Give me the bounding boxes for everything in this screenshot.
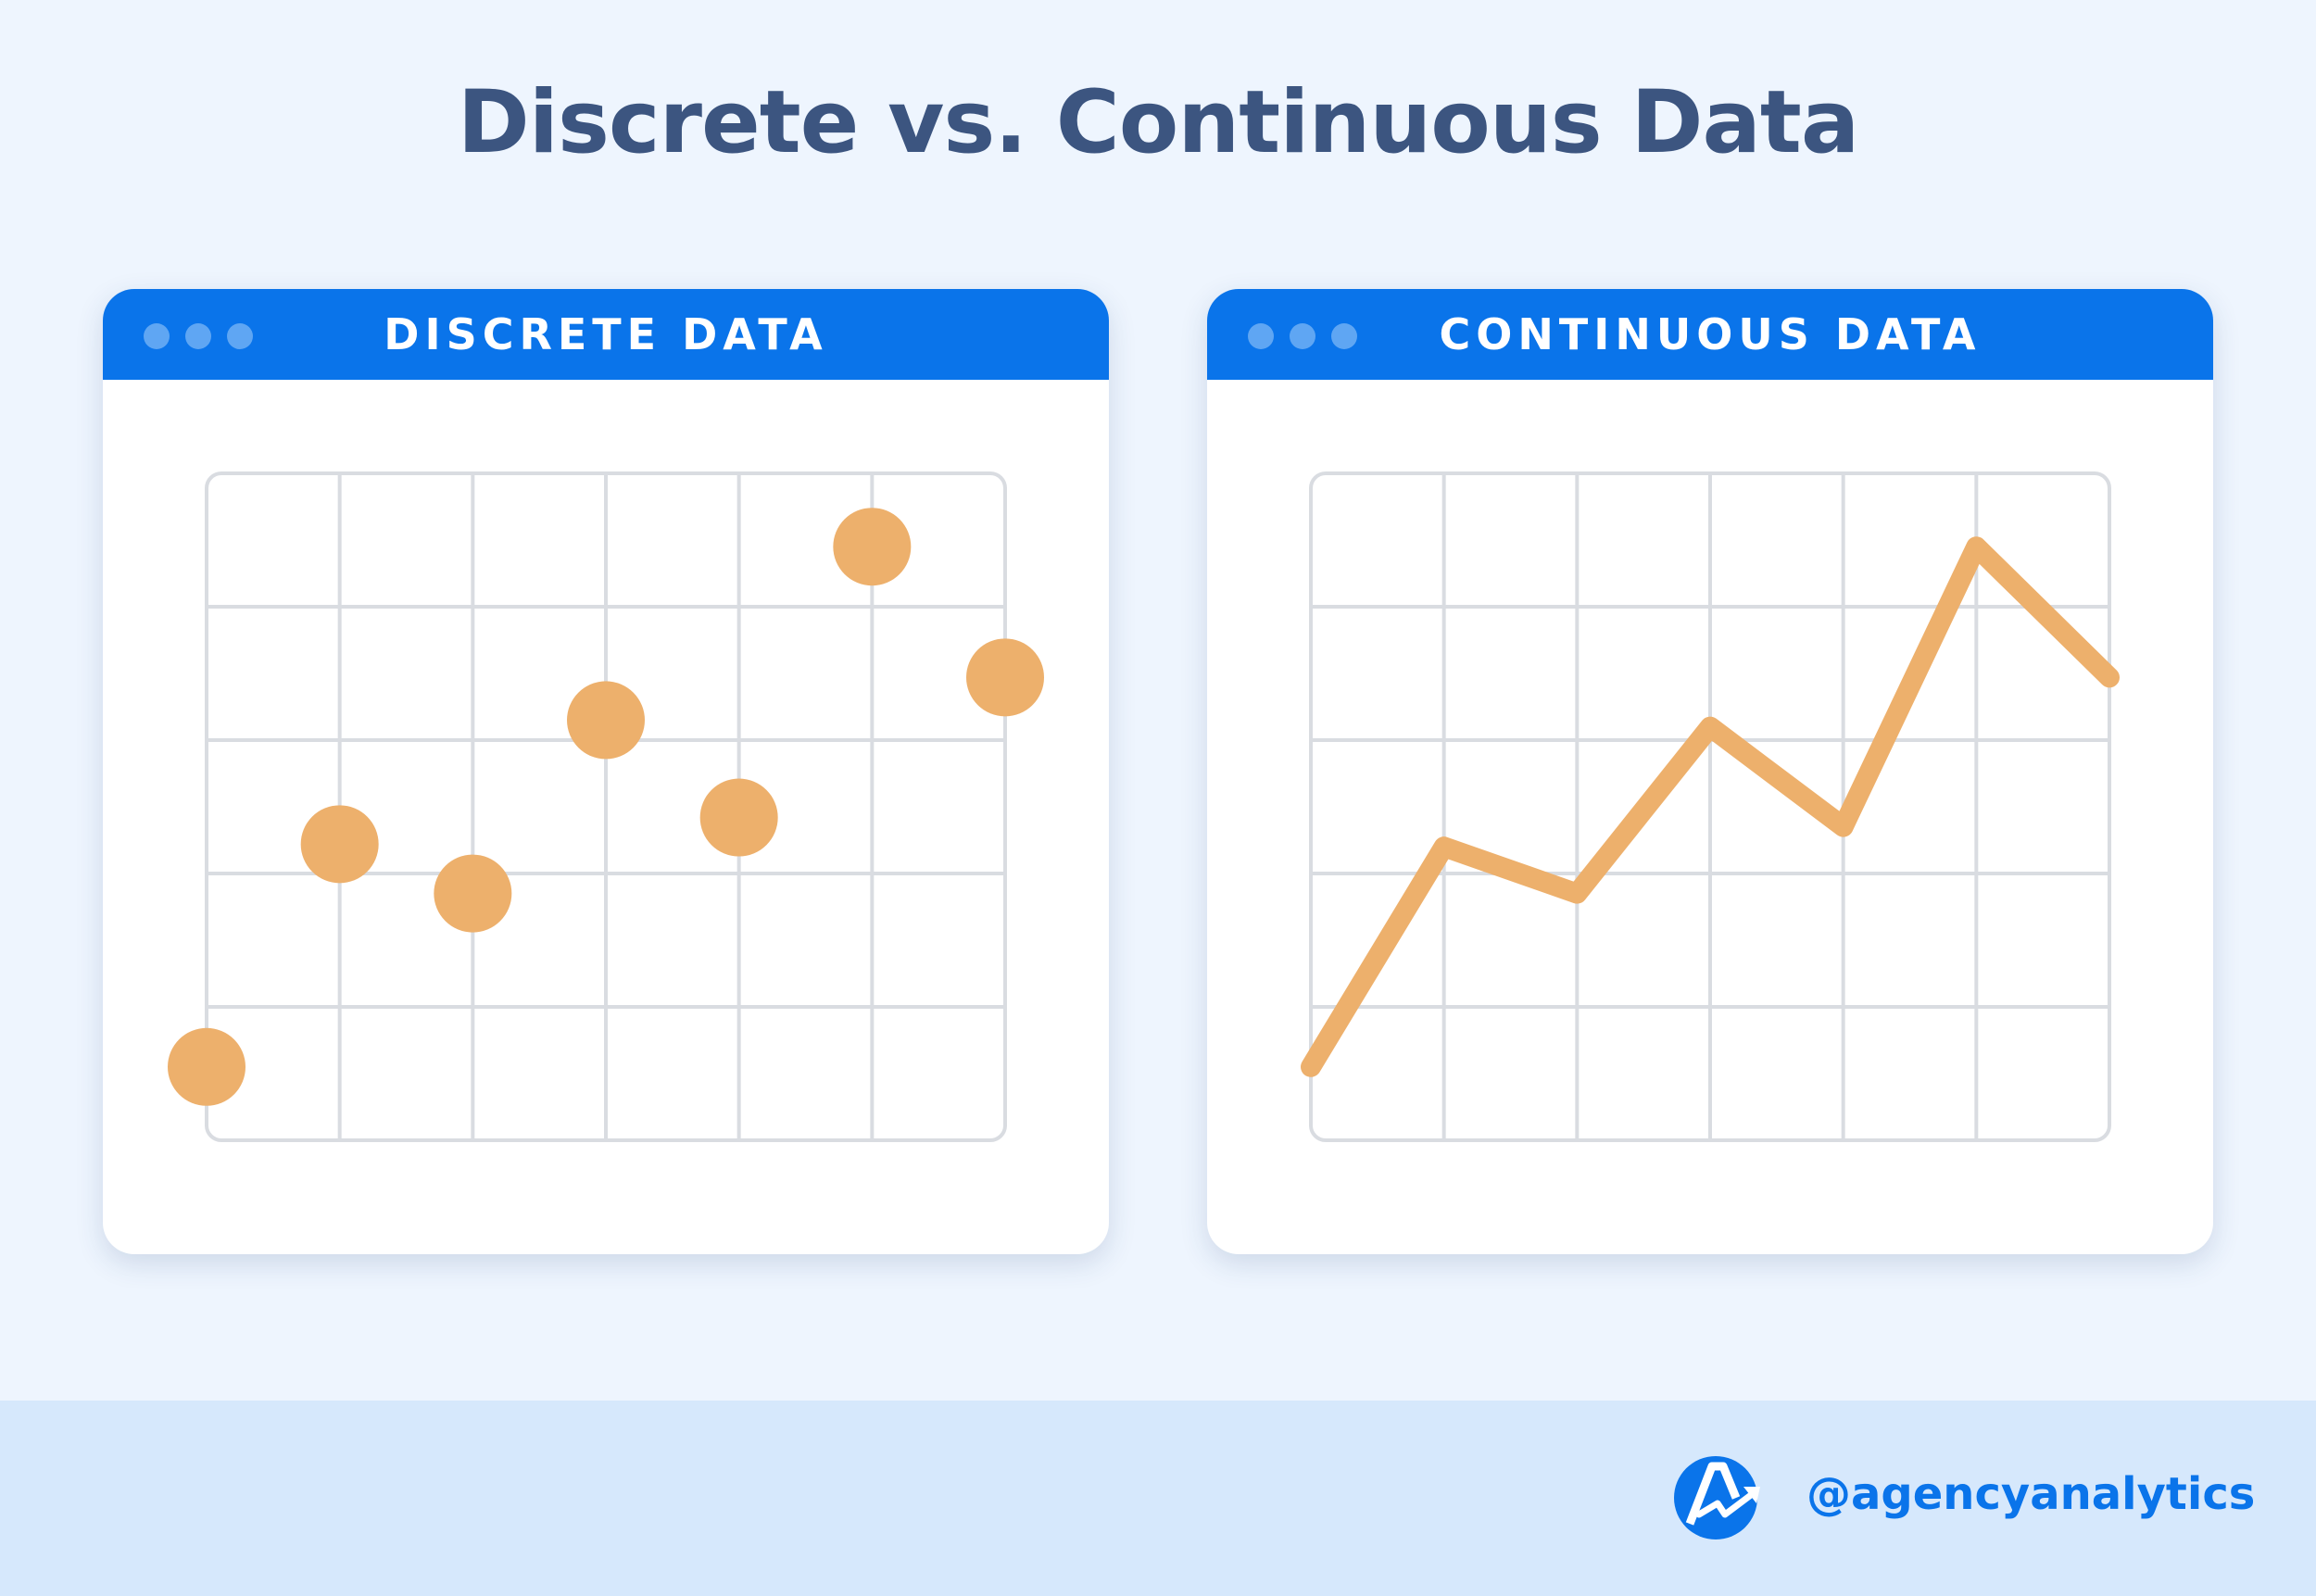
- window-dot-icon: [1290, 323, 1315, 349]
- data-point: [833, 508, 912, 586]
- plot-frame: [205, 471, 1007, 1142]
- continuous-line-chart: [1301, 471, 2120, 1142]
- page-title: Discrete vs. Continuous Data: [457, 72, 1860, 173]
- window-title: DISCRETE DATA: [384, 309, 828, 359]
- window-dot-icon: [227, 323, 253, 349]
- data-point: [966, 638, 1044, 717]
- data-point: [567, 681, 645, 760]
- data-point: [434, 854, 512, 933]
- window-dot-icon: [1331, 323, 1357, 349]
- window-dot-icon: [185, 323, 211, 349]
- agencyanalytics-logo-icon: [1674, 1456, 1760, 1539]
- footer-bar: [0, 1401, 2316, 1596]
- discrete-data-window: DISCRETE DATA: [103, 289, 1109, 1254]
- footer-handle[interactable]: @agencyanalytics: [1806, 1468, 2256, 1520]
- window-titlebar: CONTINUOUS DATA: [1207, 289, 2213, 380]
- window-title: CONTINUOUS DATA: [1439, 309, 1982, 359]
- plot-frame: [1309, 471, 2111, 1142]
- discrete-scatter-chart: [168, 471, 1044, 1142]
- series-line: [1301, 536, 2120, 1077]
- data-point: [300, 805, 379, 884]
- window-dot-icon: [1248, 323, 1274, 349]
- window-dot-icon: [144, 323, 170, 349]
- window-titlebar: DISCRETE DATA: [103, 289, 1109, 380]
- data-point: [699, 778, 778, 857]
- data-point: [168, 1027, 245, 1106]
- continuous-data-window: CONTINUOUS DATA: [1207, 289, 2213, 1254]
